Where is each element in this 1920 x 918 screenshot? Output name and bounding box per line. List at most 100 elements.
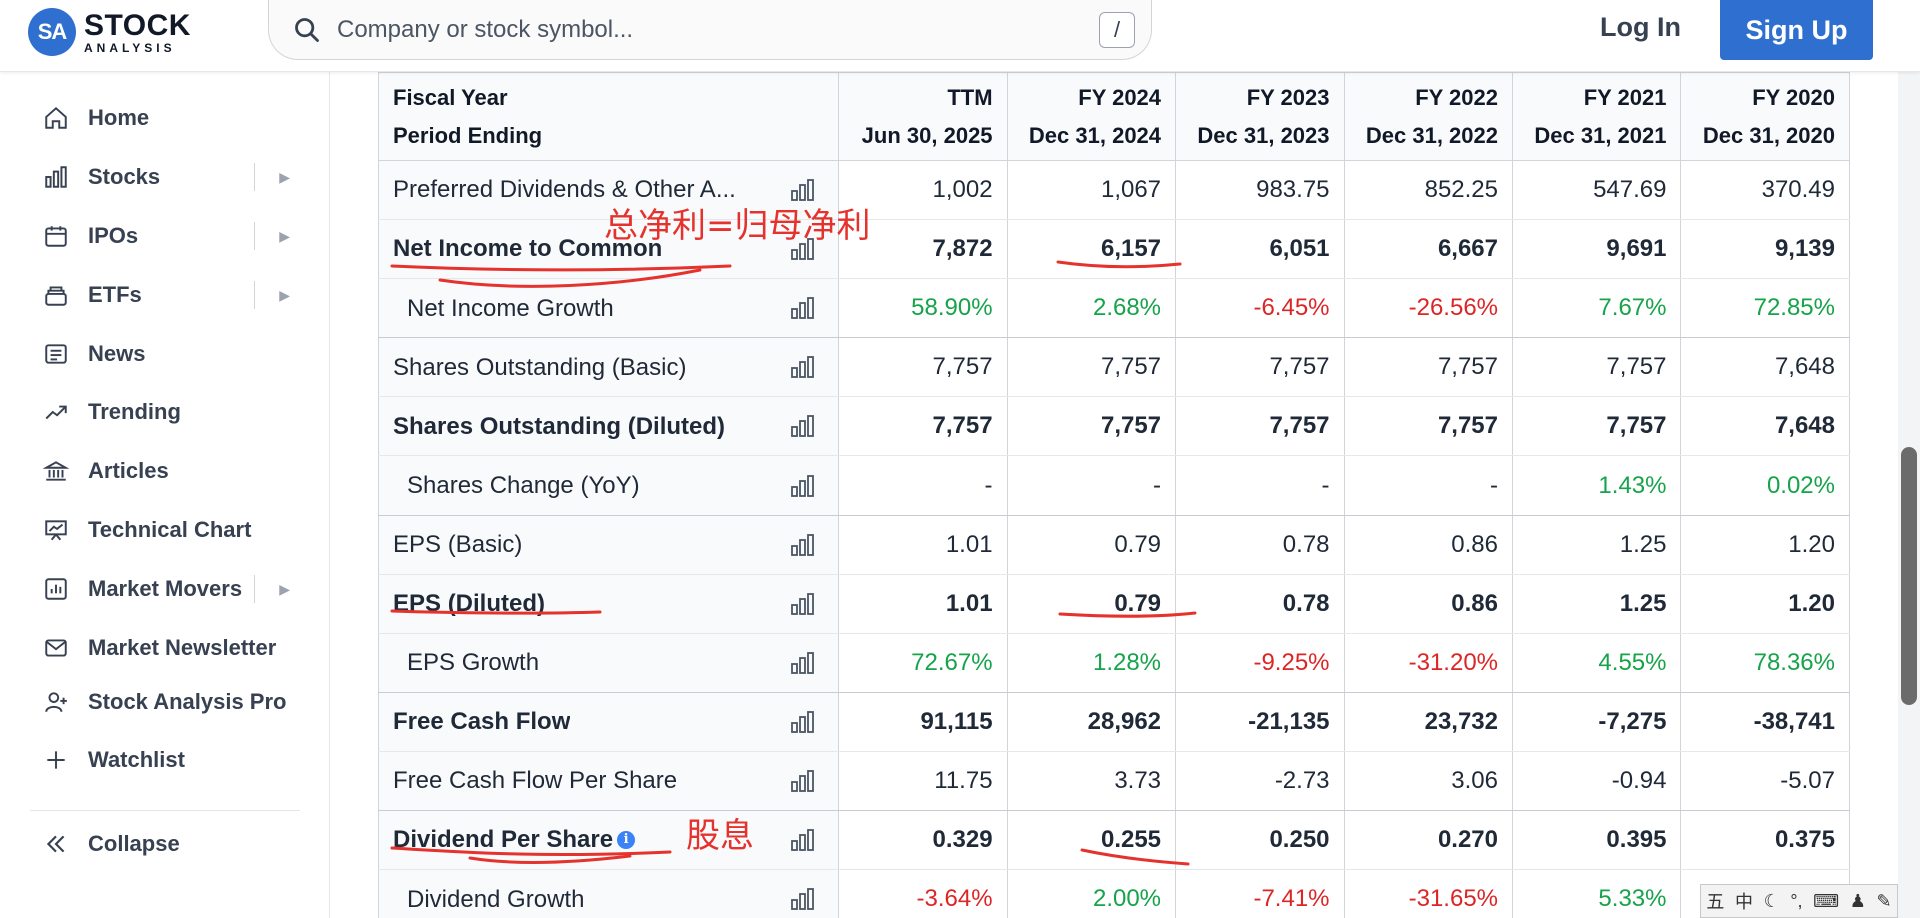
sidebar-item-ipos[interactable]: IPOs ▶ [40, 216, 290, 256]
row-chart-icon[interactable] [790, 237, 816, 261]
table-cell: 6,051 [1175, 219, 1345, 280]
sidebar-item-watchlist[interactable]: Watchlist [40, 740, 290, 780]
table-cell: 0.395 [1512, 810, 1682, 871]
row-label-cell: Net Income Growth [378, 278, 840, 339]
row-chart-icon[interactable] [790, 414, 816, 438]
sidebar-item-market-newsletter[interactable]: Market Newsletter [40, 628, 290, 668]
row-chart-icon[interactable] [790, 533, 816, 557]
column-header[interactable]: FY 2020 Dec 31, 2020 [1680, 72, 1850, 161]
sidebar-item-label: IPOs [88, 223, 139, 248]
table-cell: - [1344, 455, 1514, 516]
table-cell: -21,135 [1175, 692, 1345, 752]
table-cell: -7.41% [1175, 869, 1345, 918]
sidebar-item-etfs[interactable]: ETFs ▶ [40, 275, 290, 315]
table-cell: 1.25 [1512, 515, 1682, 575]
ime-toolbar[interactable]: 五 中 ☾ °, ⌨ ♟ ✎ [1700, 884, 1898, 918]
table-cell: 1.43% [1512, 455, 1682, 516]
logo-line-2: ANALYSIS [84, 40, 176, 55]
table-cell: 547.69 [1512, 160, 1682, 221]
row-label: Shares Outstanding (Diluted) [393, 412, 726, 440]
info-icon[interactable]: i [617, 831, 636, 850]
sign-up-button[interactable]: Sign Up [1720, 0, 1873, 60]
page-scrollbar[interactable] [1898, 72, 1920, 918]
row-chart-icon[interactable] [790, 296, 816, 320]
table-cell: - [1175, 455, 1345, 516]
sidebar-item-label: ETFs [88, 282, 142, 307]
row-chart-icon[interactable] [790, 710, 816, 734]
table-cell: 0.86 [1344, 574, 1514, 634]
sidebar-item-trending[interactable]: Trending [40, 392, 290, 432]
row-chart-icon[interactable] [790, 592, 816, 616]
expand-arrow-icon[interactable]: ▶ [254, 163, 290, 191]
sidebar-item-technical-chart[interactable]: Technical Chart [40, 510, 290, 550]
column-fy: FY 2023 [1246, 84, 1330, 110]
column-fy: FY 2020 [1752, 84, 1835, 110]
column-date: Jun 30, 2025 [861, 122, 993, 148]
row-chart-icon[interactable] [790, 828, 816, 852]
column-header[interactable]: FY 2024 Dec 31, 2024 [1006, 72, 1177, 161]
sidebar-item-market-movers[interactable]: Market Movers ▶ [40, 569, 290, 609]
site-logo[interactable]: SA STOCK ANALYSIS [28, 8, 191, 56]
column-header[interactable]: FY 2022 Dec 31, 2022 [1343, 72, 1514, 161]
table-cell: 6,157 [1007, 219, 1177, 280]
table-cell: 11.75 [838, 751, 1008, 812]
table-cell: 1.28% [1007, 633, 1177, 693]
bar-chart-icon [40, 161, 72, 193]
sidebar-item-stock-analysis-pro[interactable]: Stock Analysis Pro [40, 682, 290, 722]
table-cell: 91,115 [838, 692, 1008, 752]
search-bar[interactable]: / [268, 0, 1152, 60]
sidebar-item-articles[interactable]: Articles [40, 451, 290, 491]
expand-arrow-icon[interactable]: ▶ [254, 575, 290, 603]
expand-arrow-icon[interactable]: ▶ [254, 222, 290, 250]
row-chart-icon[interactable] [790, 178, 816, 202]
moon-icon[interactable]: ☾ [1763, 890, 1780, 911]
row-chart-icon[interactable] [790, 887, 816, 911]
ime-chinese-indicator[interactable]: 中 [1734, 892, 1753, 912]
logo-badge: SA [28, 8, 76, 56]
search-input[interactable] [329, 15, 1099, 44]
logo-wordmark: STOCK ANALYSIS [84, 10, 191, 55]
collapse-button[interactable]: Collapse [40, 824, 290, 864]
wrench-icon[interactable]: ✎ [1876, 890, 1892, 911]
sidebar-item-home[interactable]: Home [40, 98, 290, 138]
row-chart-icon[interactable] [790, 769, 816, 793]
column-header[interactable]: FY 2021 Dec 31, 2021 [1511, 72, 1682, 161]
sidebar-item-label: Market Movers [88, 576, 243, 601]
newspaper-icon [40, 338, 72, 370]
sidebar-item-stocks[interactable]: Stocks ▶ [40, 157, 290, 197]
presentation-chart-icon [40, 514, 72, 546]
keyboard-icon[interactable]: ⌨ [1813, 890, 1840, 911]
column-header[interactable]: FY 2023 Dec 31, 2023 [1175, 72, 1345, 161]
row-chart-icon[interactable] [790, 651, 816, 675]
calendar-icon [40, 220, 72, 252]
table-cell: 3.73 [1007, 751, 1177, 812]
punctuation-icon[interactable]: °, [1790, 890, 1803, 911]
row-label: Shares Change (YoY) [407, 471, 640, 499]
row-label-cell: EPS Growth [378, 633, 840, 693]
table-cell: 28,962 [1007, 692, 1177, 752]
table-row: Dividend Per Share i 0.329 0.255 0.250 0.270 0… [378, 810, 1850, 871]
row-chart-icon[interactable] [790, 355, 816, 379]
mail-icon [40, 632, 72, 664]
table-cell: -26.56% [1344, 278, 1514, 339]
scrollbar-thumb[interactable] [1901, 447, 1917, 705]
expand-arrow-icon[interactable]: ▶ [254, 281, 290, 309]
column-fy: FY 2022 [1415, 84, 1498, 110]
table-cell: 7,872 [838, 219, 1008, 280]
user-icon[interactable]: ♟ [1849, 890, 1866, 911]
row-label-cell: Free Cash Flow Per Share [378, 751, 840, 812]
table-cell: 7,757 [1007, 396, 1177, 457]
row-label: Dividend Growth [407, 885, 585, 913]
sidebar-item-news[interactable]: News [40, 334, 290, 374]
column-header[interactable]: TTM Jun 30, 2025 [838, 72, 1008, 161]
column-date: Dec 31, 2024 [1028, 122, 1162, 148]
table-cell: 9,691 [1512, 219, 1682, 280]
table-cell: 9,139 [1680, 219, 1850, 280]
row-label-cell: Shares Outstanding (Basic) [378, 337, 840, 398]
row-chart-icon[interactable] [790, 474, 816, 498]
ime-wubi-indicator[interactable]: 五 [1706, 892, 1725, 912]
sidebar-item-label: News [88, 341, 146, 366]
table-cell: 58.90% [838, 278, 1008, 339]
row-label-cell: Dividend Growth [378, 869, 840, 918]
log-in-link[interactable]: Log In [1600, 12, 1681, 42]
